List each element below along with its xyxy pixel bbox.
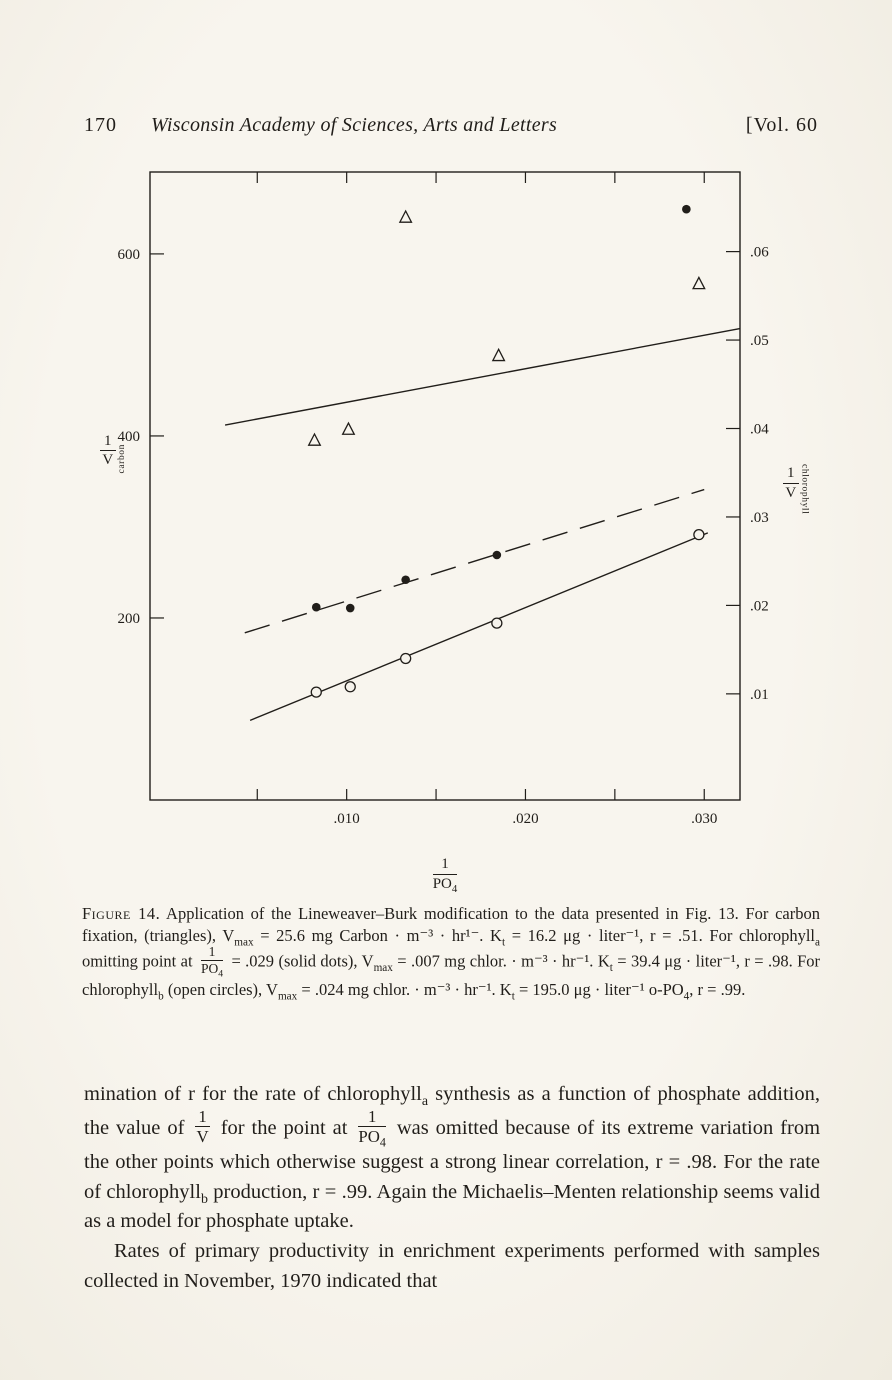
fraction-denominator: V bbox=[785, 484, 797, 501]
subscript-text: max bbox=[277, 989, 298, 1002]
open-circle-marker bbox=[400, 652, 412, 665]
subscript-text: b bbox=[158, 989, 164, 1002]
paragraph: Rates of primary productivity in enrichm… bbox=[84, 1237, 820, 1296]
volume-label: [Vol. 60 bbox=[745, 114, 818, 136]
fraction-denominator-subscript: 4 bbox=[451, 882, 458, 895]
subscript-text: b bbox=[200, 1191, 208, 1207]
triangle-marker bbox=[491, 347, 506, 362]
y-left-axis-word: carbon bbox=[116, 444, 127, 474]
fit-line-open-triangle bbox=[224, 327, 741, 426]
figure-caption: Figure 14. Application of the Lineweaver… bbox=[82, 903, 821, 1002]
y-right-axis-label: 1 V chlorophyll bbox=[783, 452, 810, 514]
y-right-tick-label: .03 bbox=[750, 510, 769, 526]
text-segment: = .029 (solid dots), V bbox=[227, 951, 374, 971]
fraction-numerator: 1 bbox=[100, 433, 116, 452]
page-number: 170 bbox=[84, 114, 117, 136]
y-right-tick-label: .02 bbox=[750, 598, 769, 614]
text-segment: , r = .99. bbox=[689, 979, 746, 999]
x-axis-fraction: 1 PO4 bbox=[432, 856, 458, 895]
chart-svg: .010 .020 .030 200 400 600 .01 .02 .03 .04 .05 .06 bbox=[118, 171, 769, 827]
text-segment: (open circles), V bbox=[163, 979, 278, 999]
solid-dot-marker bbox=[311, 602, 321, 612]
triangle-marker bbox=[341, 421, 356, 435]
y-left-tick-label: 200 bbox=[118, 611, 141, 627]
text-segment: synthesis as a function of phosphate add… bbox=[84, 1083, 820, 1139]
inline-fraction: 1 PO4 bbox=[358, 1106, 386, 1150]
fraction-numerator: 1 bbox=[783, 465, 799, 484]
subscript-text: t bbox=[501, 936, 506, 949]
text-segment: omitting point at bbox=[82, 951, 197, 971]
solid-dot-marker bbox=[345, 603, 355, 613]
triangle-marker bbox=[398, 209, 413, 223]
subscript-text: max bbox=[373, 962, 393, 974]
fit-line-open-circle bbox=[249, 532, 709, 722]
y-right-axis-fraction: 1 V bbox=[783, 465, 799, 501]
text-segment: = 195.0 μg · liter⁻¹ o-PO bbox=[514, 979, 684, 999]
x-tick-label: .010 bbox=[334, 811, 360, 827]
subscript-text: t bbox=[609, 962, 613, 974]
triangle-marker bbox=[692, 276, 706, 290]
subscript-text: 4 bbox=[683, 989, 690, 1002]
y-right-tick-label: .04 bbox=[750, 422, 769, 438]
text-segment: mination of r for the rate of chlorophyl… bbox=[84, 1083, 422, 1105]
text-segment: = 16.2 μg · liter⁻¹, r = .51. For chloro… bbox=[505, 926, 816, 946]
text-segment: for the point at bbox=[213, 1116, 355, 1139]
subscript-text: t bbox=[511, 989, 515, 1002]
subscript-text: a bbox=[421, 1094, 429, 1110]
inline-fraction: 1 PO4 bbox=[200, 944, 224, 981]
open-circle-marker bbox=[344, 681, 356, 693]
solid-dot-marker bbox=[682, 204, 691, 214]
subscript-text: a bbox=[815, 936, 820, 949]
y-left-axis-label: 1 V carbon bbox=[100, 428, 127, 473]
text-segment: Rates of primary productivity in enrichm… bbox=[84, 1240, 820, 1292]
y-right-tick-label: .06 bbox=[750, 245, 769, 261]
text-segment: Application of the Lineweaver–Burk modif… bbox=[82, 904, 820, 946]
text-segment: = .024 mg chlor. · m⁻³ · hr⁻¹. K bbox=[297, 979, 512, 999]
fraction-denominator-text: PO bbox=[432, 875, 452, 892]
page-header: 170 Wisconsin Academy of Sciences, Arts … bbox=[84, 114, 818, 137]
solid-dot-marker bbox=[492, 550, 502, 560]
fraction-denominator: PO4 bbox=[432, 875, 458, 895]
x-axis-label: 1 PO4 bbox=[150, 856, 740, 895]
fraction-denominator: V bbox=[102, 452, 114, 469]
paragraph: mination of r for the rate of chlorophyl… bbox=[84, 1080, 820, 1237]
text-segment: Figure 14. bbox=[82, 904, 161, 923]
y-right-tick-label: .01 bbox=[750, 687, 769, 703]
text-segment: = 25.6 mg Carbon · m⁻³ · hr¹⁻. K bbox=[253, 926, 502, 946]
subscript-text: max bbox=[234, 936, 254, 949]
open-circle-marker bbox=[491, 617, 503, 629]
journal-title: Wisconsin Academy of Sciences, Arts and … bbox=[151, 114, 558, 136]
y-right-axis-word: chlorophyll bbox=[799, 464, 810, 515]
open-circle-marker bbox=[693, 528, 705, 541]
y-right-tick-label: .05 bbox=[750, 333, 769, 349]
body-text: mination of r for the rate of chlorophyl… bbox=[84, 1080, 820, 1297]
x-tick-label: .020 bbox=[512, 811, 538, 827]
fraction-numerator: 1 bbox=[432, 856, 458, 875]
solid-dot-marker bbox=[401, 575, 410, 585]
y-left-tick-label: 400 bbox=[118, 429, 141, 445]
text-segment: = .007 mg chlor. · m⁻³ · hr⁻¹. K bbox=[392, 951, 610, 971]
y-left-tick-label: 600 bbox=[118, 247, 141, 263]
plot-frame bbox=[149, 171, 741, 801]
fit-line-solid-dot bbox=[244, 488, 705, 634]
x-tick-label: .030 bbox=[691, 811, 717, 827]
y-left-axis-fraction: 1 V bbox=[100, 433, 116, 469]
figure-14-chart: .010.020.030 200 400 600.01.02.03.04.05.06 … bbox=[84, 170, 859, 902]
text-segment: was omitted because of its extreme varia… bbox=[84, 1116, 821, 1203]
open-circle-marker bbox=[310, 686, 322, 698]
text-segment: production, r = .99. Again the Michaelis… bbox=[84, 1180, 820, 1233]
triangle-marker bbox=[307, 432, 322, 446]
text-segment: = 39.4 μg · liter⁻¹, r = .98. For chloro… bbox=[82, 951, 821, 999]
